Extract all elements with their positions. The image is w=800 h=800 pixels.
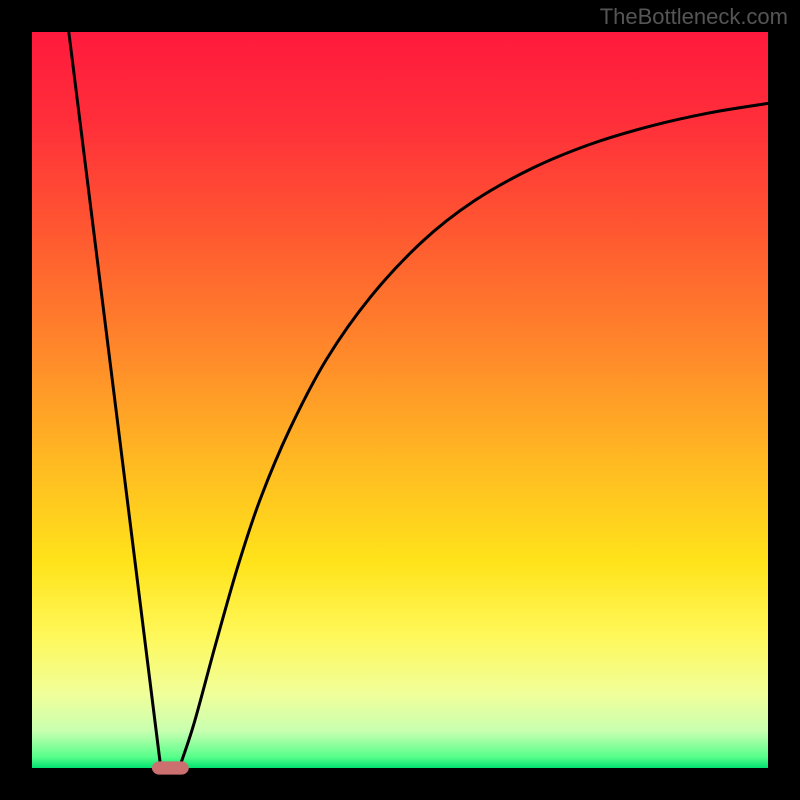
chart-svg: [0, 0, 800, 800]
watermark-text: TheBottleneck.com: [600, 4, 788, 30]
bottleneck-marker: [152, 761, 189, 774]
chart-container: TheBottleneck.com: [0, 0, 800, 800]
plot-gradient-background: [32, 32, 768, 768]
